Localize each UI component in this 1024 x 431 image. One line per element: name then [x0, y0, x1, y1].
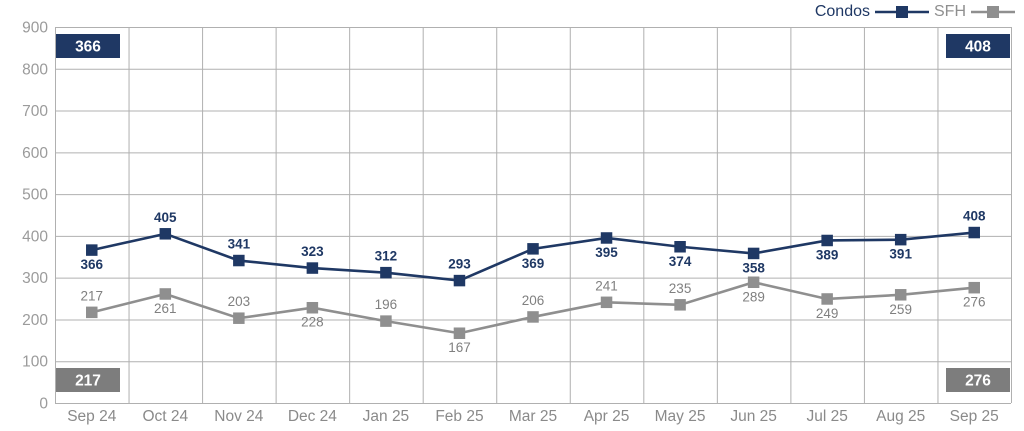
y-tick-label: 400 [22, 228, 48, 245]
sfh-marker [894, 289, 907, 301]
sfh-marker [747, 276, 760, 289]
condos-marker [306, 262, 319, 274]
sfh-marker [86, 306, 98, 319]
x-tick-label: Jul 25 [806, 408, 847, 425]
condos-data-label: 341 [228, 237, 251, 252]
sfh-data-label: 259 [889, 302, 912, 317]
sfh-data-label: 249 [816, 306, 839, 321]
condos-legend-marker-icon [875, 5, 929, 19]
y-tick-label: 500 [22, 187, 48, 204]
series-condos: 366 405 341 323 312 293 369 395 374 358 389 391 408 [81, 209, 986, 287]
condos-marker [159, 228, 172, 240]
condos-data-label: 405 [154, 210, 177, 225]
x-tick-label: Jan 25 [363, 408, 410, 425]
sfh-data-label: 217 [81, 288, 104, 303]
condos-data-label: 395 [595, 245, 618, 260]
sfh-marker [527, 311, 539, 323]
condos-marker [821, 234, 833, 247]
sfh-data-label: 167 [448, 340, 471, 355]
condos-data-label: 369 [522, 256, 545, 271]
condos-data-label: 312 [375, 249, 398, 264]
sfh-marker [453, 327, 466, 339]
sfh-data-label: 196 [375, 297, 398, 312]
sfh-data-label: 289 [742, 289, 765, 304]
sfh-data-label: 206 [522, 293, 545, 308]
callout-value: 276 [965, 373, 991, 390]
x-tick-label: Sep 24 [67, 408, 117, 425]
sfh-marker [159, 288, 172, 300]
x-tick-label: Aug 25 [876, 408, 925, 425]
x-tick-label: May 25 [655, 408, 706, 425]
callout-badge-top-right: 408 [946, 34, 1010, 58]
callout-badge-bottom-left: 217 [56, 368, 120, 392]
y-tick-label: 700 [22, 103, 48, 120]
callout-value: 366 [75, 39, 101, 56]
sfh-data-label: 228 [301, 315, 324, 330]
x-tick-label: Jun 25 [730, 408, 777, 425]
sfh-marker [821, 293, 833, 305]
x-tick-label: Nov 24 [214, 408, 263, 425]
condos-marker [86, 244, 98, 256]
condos-marker [674, 241, 686, 253]
sfh-legend-marker-icon [971, 5, 1015, 19]
y-tick-label: 200 [22, 312, 48, 329]
condos-data-label: 358 [742, 260, 765, 275]
y-axis-labels: 0 100 200 300 400 500 600 700 800 900 [22, 20, 48, 413]
sfh-data-label: 276 [963, 295, 986, 310]
condos-data-label: 323 [301, 244, 324, 259]
sfh-data-label: 203 [228, 294, 251, 309]
x-tick-label: Sep 25 [950, 408, 999, 425]
callout-badge-bottom-right: 276 [946, 368, 1010, 392]
y-tick-label: 900 [22, 20, 48, 37]
legend: Condos SFH [815, 1, 1015, 23]
x-tick-label: Apr 25 [584, 408, 630, 425]
sfh-marker [306, 301, 319, 314]
condos-data-label: 389 [816, 247, 839, 262]
callout-badge-top-left: 366 [56, 34, 120, 58]
legend-label-sfh: SFH [934, 3, 966, 20]
series-sfh: 217 261 203 228 196 167 206 241 235 289 249 259 276 [81, 276, 986, 355]
condos-marker [894, 233, 907, 246]
condos-data-label: 408 [963, 209, 986, 224]
sfh-marker [233, 312, 245, 324]
condos-marker [380, 266, 392, 279]
callout-value: 408 [965, 39, 991, 56]
x-axis-labels: Sep 24 Oct 24 Nov 24 Dec 24 Jan 25 Feb 25 Mar … [67, 408, 999, 425]
condos-marker [527, 243, 539, 255]
condos-marker [968, 226, 980, 239]
y-tick-label: 0 [39, 396, 48, 413]
sfh-data-label: 241 [595, 278, 618, 293]
sfh-data-label: 235 [669, 281, 692, 296]
condos-data-label: 374 [669, 254, 692, 269]
sfh-marker [968, 281, 980, 294]
x-tick-label: Mar 25 [509, 408, 557, 425]
y-tick-label: 800 [22, 61, 48, 78]
x-tick-label: Feb 25 [435, 408, 483, 425]
condos-marker [453, 274, 466, 287]
condos-data-label: 366 [81, 257, 104, 272]
condos-marker [233, 254, 245, 267]
x-tick-label: Dec 24 [288, 408, 337, 425]
condos-data-label: 391 [889, 247, 912, 262]
sfh-marker [674, 299, 686, 311]
callout-value: 217 [75, 373, 101, 390]
sfh-marker [380, 315, 392, 327]
y-tick-label: 600 [22, 145, 48, 162]
y-tick-label: 300 [22, 270, 48, 287]
y-tick-label: 100 [22, 354, 48, 371]
legend-label-condos: Condos [814, 3, 870, 20]
sfh-data-label: 261 [154, 301, 177, 316]
gridlines [55, 27, 1012, 404]
condos-marker [747, 247, 760, 260]
condos-marker [600, 232, 613, 244]
condos-data-label: 293 [448, 257, 471, 272]
x-tick-label: Oct 24 [142, 408, 188, 425]
sfh-marker [600, 296, 613, 309]
